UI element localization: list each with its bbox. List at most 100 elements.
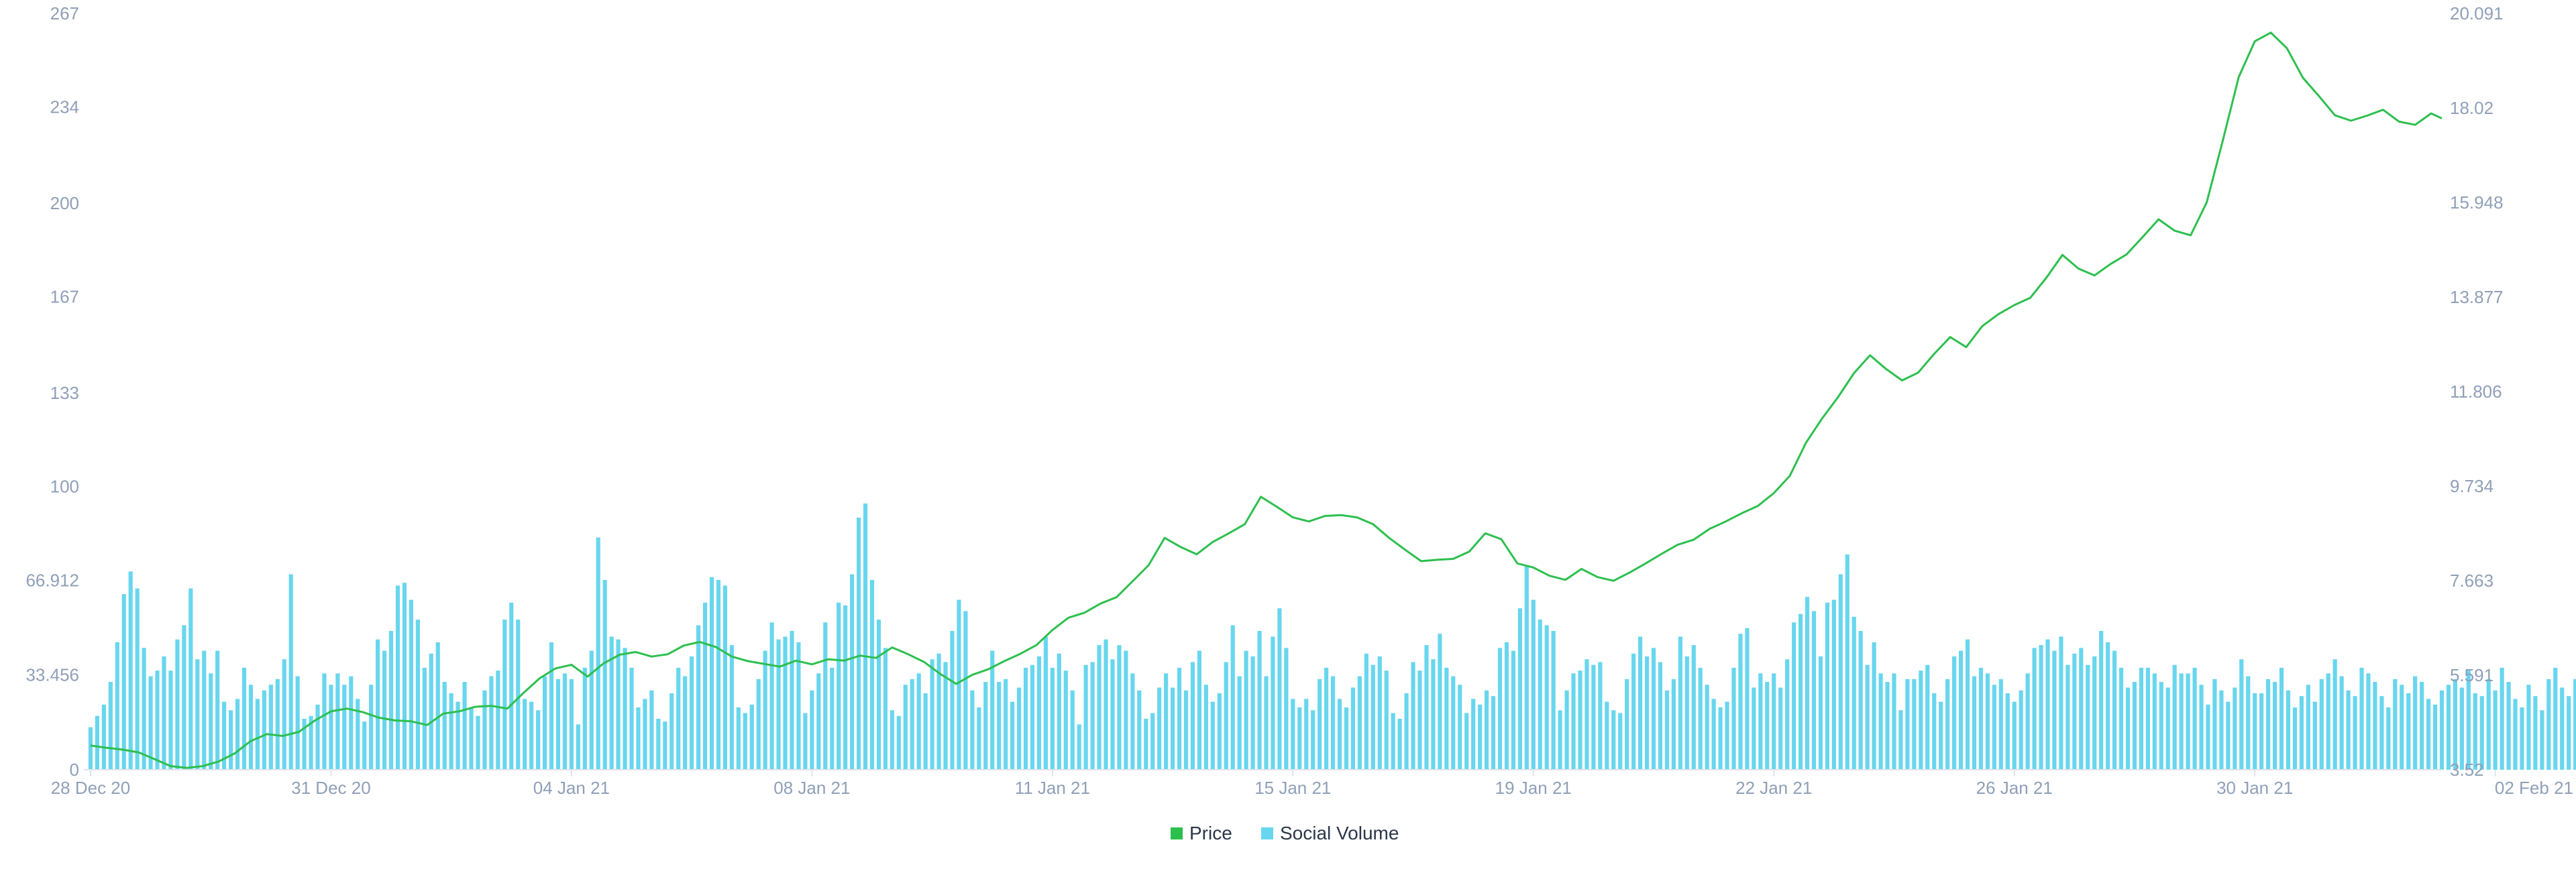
social-volume-bar (2373, 682, 2377, 770)
social-volume-bar (2353, 696, 2357, 770)
social-volume-bar (1772, 673, 1776, 770)
social-volume-bar (1230, 625, 1235, 770)
social-volume-bar (1691, 645, 1696, 770)
x-tick-label: 02 Feb 21 (2495, 778, 2573, 798)
social-volume-bar (1350, 687, 1356, 770)
social-volume-bar (2379, 696, 2384, 770)
social-volume-bar (462, 682, 467, 770)
social-volume-bar (2118, 667, 2124, 770)
social-volume-bar (1010, 701, 1015, 770)
social-volume-bar (2099, 630, 2104, 770)
social-volume-bar (1170, 687, 1175, 770)
social-volume-bar (1337, 699, 1342, 770)
social-volume-bar (1811, 611, 1817, 770)
legend-item[interactable]: Social Volume (1261, 823, 1399, 843)
social-volume-bar (516, 620, 521, 770)
social-volume-bar (869, 579, 875, 770)
social-volume-bar (2112, 650, 2117, 770)
y-right-tick-label: 18.02 (2450, 98, 2493, 118)
social-volume-bar (2439, 690, 2445, 770)
social-volume-bar (2426, 699, 2431, 770)
social-volume-bar (1110, 659, 1115, 770)
social-volume-bar (489, 676, 494, 770)
social-volume-bar (162, 656, 166, 770)
social-volume-bar (1865, 664, 1870, 770)
social-volume-bar (1077, 724, 1081, 770)
social-volume-bar (101, 704, 106, 770)
social-volume-bar (582, 667, 587, 770)
social-volume-bar (255, 699, 260, 770)
legend-swatch (1261, 827, 1273, 839)
social-volume-bar (856, 518, 861, 770)
social-volume-bar (722, 585, 728, 770)
social-volume-bar (275, 679, 280, 770)
social-volume-bar (1177, 667, 1182, 770)
social-volume-bar (2152, 673, 2157, 770)
social-volume-bar (1471, 699, 1476, 770)
social-volume-bar (1364, 653, 1368, 770)
social-volume-bar (2045, 639, 2050, 770)
social-volume-bar (2019, 690, 2023, 770)
social-volume-bar (2339, 676, 2344, 770)
social-volume-bar (623, 648, 627, 770)
social-volume-bar (1998, 679, 2003, 770)
social-volume-bar (783, 636, 788, 770)
social-volume-bar (1932, 693, 1937, 770)
social-volume-bar (1745, 628, 1750, 770)
social-volume-bar (1684, 656, 1689, 770)
social-volume-bar (997, 682, 1002, 770)
social-volume-bar (636, 707, 641, 770)
social-volume-bar (1124, 650, 1128, 770)
social-volume-bar (2319, 679, 2324, 770)
social-volume-bar (1578, 670, 1582, 770)
social-volume-bar (2500, 667, 2504, 770)
social-volume-bar (115, 642, 119, 770)
social-volume-bar (175, 639, 180, 770)
social-volume-bar (1912, 679, 1917, 770)
social-volume-bar (2286, 690, 2291, 770)
social-volume-bar (2573, 679, 2576, 770)
social-volume-bar (342, 685, 347, 770)
social-volume-bar (1297, 707, 1302, 770)
social-volume-bar (209, 673, 213, 770)
social-volume-bar (1411, 662, 1415, 770)
social-volume-bar (1404, 693, 1409, 770)
social-volume-bar (1097, 645, 1102, 770)
social-volume-bar (356, 699, 360, 770)
social-volume-bar (1851, 616, 1856, 770)
social-volume-bar (1277, 608, 1282, 770)
social-volume-bar (1765, 682, 1770, 770)
social-volume-bar (763, 650, 767, 770)
social-volume-bar (1217, 693, 1222, 770)
social-volume-bar (1878, 673, 1883, 770)
social-volume-bar (482, 690, 487, 770)
social-volume-bar (1872, 642, 1876, 770)
social-volume-bar (810, 690, 814, 770)
social-volume-bar (916, 673, 921, 770)
social-volume-bar (88, 727, 93, 770)
social-volume-bar (2292, 707, 2298, 770)
y-left-tick-label: 0 (70, 760, 79, 780)
legend-item[interactable]: Price (1171, 823, 1232, 843)
social-volume-bar (963, 611, 968, 770)
social-volume-bar (2079, 648, 2084, 770)
y-right-tick-label: 13.877 (2450, 287, 2504, 307)
social-volume-bar (2186, 673, 2190, 770)
social-volume-bar (222, 701, 227, 770)
social-volume-bar (2165, 687, 2170, 770)
social-volume-bar (562, 673, 568, 770)
social-volume-bar (616, 639, 621, 770)
social-volume-bar (1197, 650, 1201, 770)
social-volume-bar (1444, 667, 1449, 770)
social-volume-bar (863, 503, 868, 770)
social-volume-bar (1464, 713, 1469, 770)
social-volume-bar (2059, 636, 2063, 770)
social-volume-bar (1417, 670, 1422, 770)
social-volume-bar (1892, 673, 1896, 770)
social-volume-bar (743, 713, 747, 770)
social-volume-bar (1758, 673, 1763, 770)
social-volume-bar (729, 645, 734, 770)
social-volume-bar (295, 676, 300, 770)
price-line (90, 32, 2443, 769)
social-volume-bar (1057, 653, 1061, 770)
